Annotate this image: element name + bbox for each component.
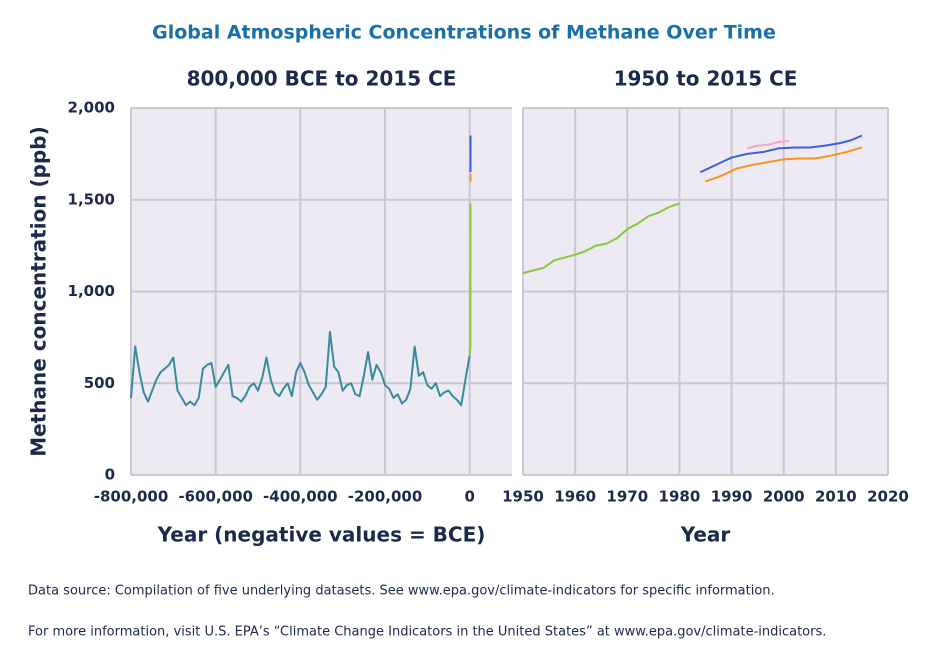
x-tick-label: 2000 bbox=[763, 488, 805, 506]
data-line bbox=[522, 202, 680, 275]
panel-title: 1950 to 2015 CE bbox=[614, 67, 798, 91]
y-tick-label: 1,000 bbox=[68, 282, 115, 300]
y-tick-label: 2,000 bbox=[68, 99, 115, 117]
y-axis-label: Methane concentration (ppb) bbox=[27, 126, 51, 457]
x-axis-label: Year (negative values = BCE) bbox=[157, 523, 486, 547]
x-axis-label: Year bbox=[680, 523, 731, 547]
y-tick-label: 0 bbox=[105, 466, 115, 484]
x-tick-label: 1950 bbox=[502, 488, 544, 506]
x-tick-label: -400,000 bbox=[263, 488, 338, 506]
chart-title: Global Atmospheric Concentrations of Met… bbox=[152, 22, 776, 44]
x-tick-label: 1990 bbox=[711, 488, 753, 506]
x-tick-label: -600,000 bbox=[178, 488, 253, 506]
data-line bbox=[746, 140, 790, 150]
data-line bbox=[130, 330, 471, 407]
data-line bbox=[705, 146, 863, 183]
x-tick-label: 2020 bbox=[867, 488, 909, 506]
x-tick-label: 2010 bbox=[815, 488, 857, 506]
y-tick-label: 500 bbox=[84, 374, 115, 392]
y-tick-label: 1,500 bbox=[68, 190, 115, 208]
x-tick-label: 1980 bbox=[659, 488, 701, 506]
x-tick-label: 1970 bbox=[606, 488, 648, 506]
footnote: For more information, visit U.S. EPA’s “… bbox=[28, 625, 826, 640]
x-tick-label: -200,000 bbox=[348, 488, 423, 506]
x-tick-label: 1960 bbox=[554, 488, 596, 506]
footnote: Data source: Compilation of five underly… bbox=[28, 584, 775, 599]
x-tick-label: 0 bbox=[464, 488, 474, 506]
data-line bbox=[468, 203, 472, 356]
data-line bbox=[699, 134, 863, 174]
panel-title: 800,000 BCE to 2015 CE bbox=[187, 67, 457, 91]
x-tick-label: -800,000 bbox=[94, 488, 169, 506]
